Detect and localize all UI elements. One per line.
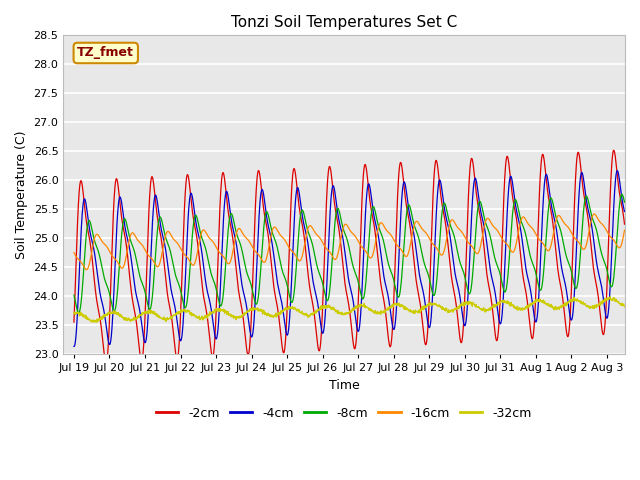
X-axis label: Time: Time [328, 379, 359, 392]
-16cm [338, 230, 346, 236]
-8cm [504, 275, 511, 280]
-8cm [618, 192, 626, 197]
-2cm [610, 147, 618, 153]
Line: -16cm: -16cm [74, 214, 625, 270]
-16cm [621, 228, 628, 233]
-4cm [338, 229, 346, 235]
-32cm [504, 299, 511, 305]
-16cm [605, 232, 612, 238]
-32cm [93, 319, 100, 325]
-2cm [605, 239, 612, 245]
-16cm [323, 247, 331, 252]
-16cm [590, 211, 598, 217]
-4cm [70, 344, 78, 349]
-32cm [99, 314, 106, 320]
-32cm [323, 305, 331, 311]
-4cm [605, 307, 612, 313]
-4cm [604, 310, 612, 315]
-8cm [338, 221, 346, 227]
-8cm [99, 266, 106, 272]
-2cm [102, 360, 109, 366]
-2cm [621, 221, 628, 227]
-2cm [504, 155, 511, 160]
-2cm [98, 331, 106, 337]
Legend: -2cm, -4cm, -8cm, -16cm, -32cm: -2cm, -4cm, -8cm, -16cm, -32cm [151, 402, 537, 425]
-4cm [504, 204, 511, 210]
-32cm [621, 304, 628, 310]
-16cm [504, 242, 511, 248]
Line: -32cm: -32cm [74, 297, 625, 322]
-32cm [338, 310, 346, 316]
-2cm [338, 253, 346, 259]
Line: -4cm: -4cm [74, 171, 625, 347]
-32cm [70, 310, 78, 315]
-16cm [83, 267, 90, 273]
-16cm [70, 250, 78, 255]
-8cm [621, 199, 628, 205]
-32cm [606, 294, 614, 300]
-2cm [323, 182, 331, 188]
-8cm [605, 276, 612, 282]
-4cm [323, 276, 331, 282]
-4cm [621, 209, 628, 215]
-8cm [70, 292, 78, 298]
-32cm [605, 295, 612, 300]
Line: -8cm: -8cm [74, 194, 625, 313]
-2cm [70, 319, 78, 325]
Y-axis label: Soil Temperature (C): Soil Temperature (C) [15, 131, 28, 259]
-2cm [605, 231, 612, 237]
-8cm [605, 275, 612, 280]
Line: -2cm: -2cm [74, 150, 625, 363]
Text: TZ_fmet: TZ_fmet [77, 47, 134, 60]
-4cm [614, 168, 621, 174]
Title: Tonzi Soil Temperatures Set C: Tonzi Soil Temperatures Set C [231, 15, 457, 30]
-4cm [98, 300, 106, 305]
-32cm [605, 296, 612, 301]
-16cm [605, 232, 613, 238]
-16cm [99, 239, 106, 245]
-8cm [323, 298, 331, 303]
-8cm [75, 310, 83, 316]
